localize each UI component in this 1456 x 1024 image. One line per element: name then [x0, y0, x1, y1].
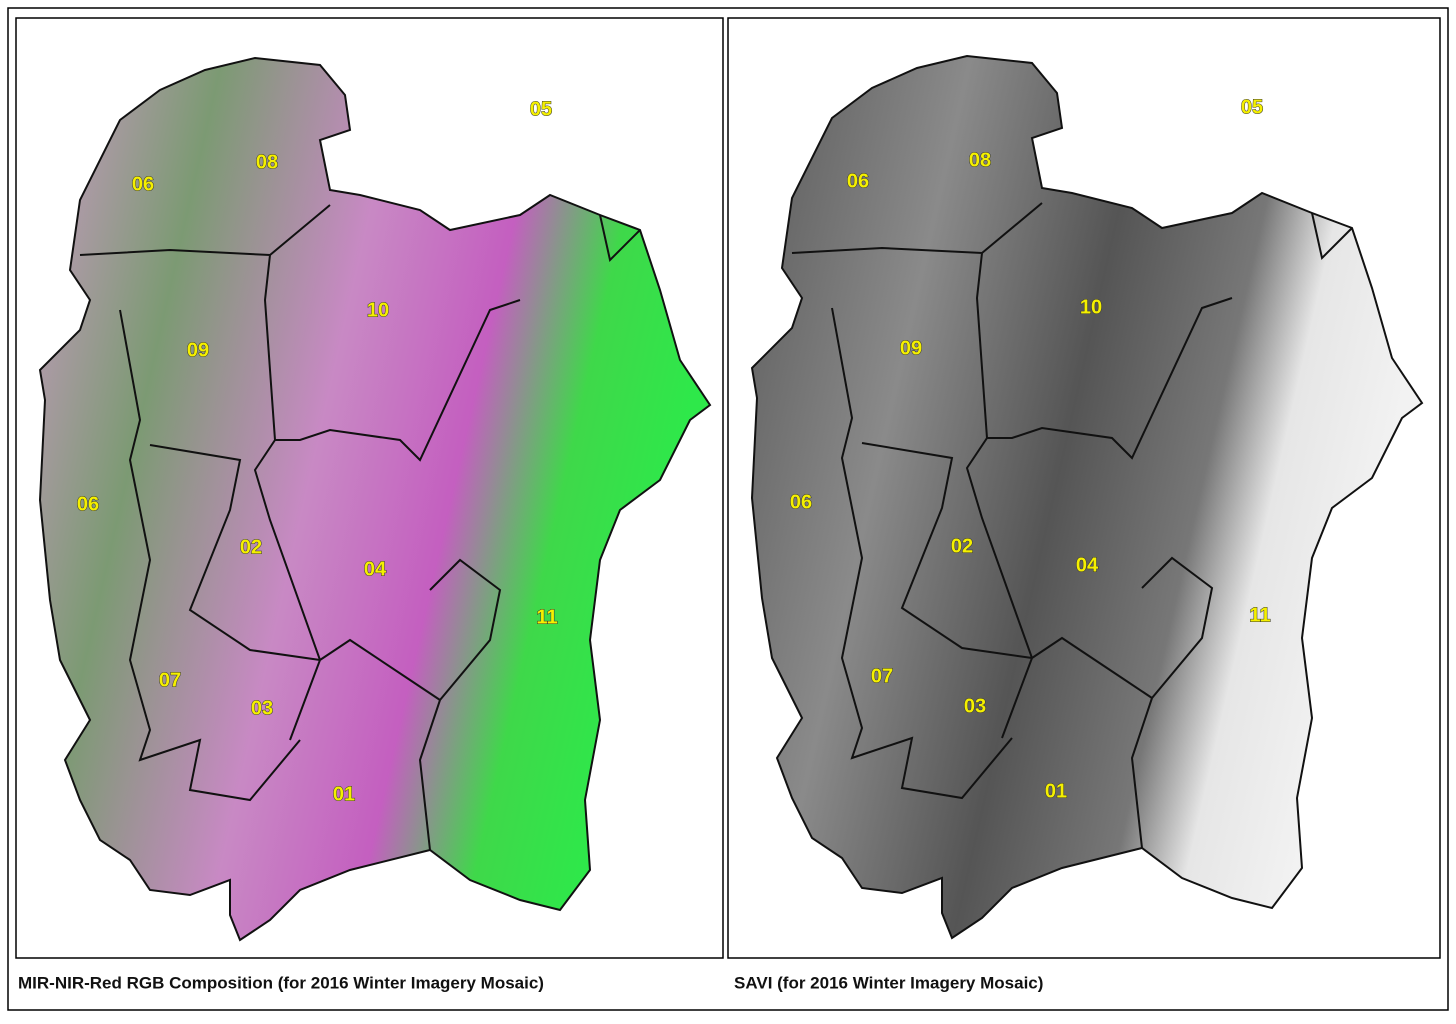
- region-label: 10: [1080, 296, 1102, 318]
- region-label: 07: [871, 665, 893, 687]
- region-label: 02: [951, 535, 973, 557]
- region-label: 05: [1241, 96, 1263, 118]
- region-label: 09: [900, 337, 922, 359]
- region-label: 05: [530, 98, 552, 120]
- region-label: 06: [847, 170, 869, 192]
- left-panel: [15, 17, 724, 959]
- region-label: 09: [187, 339, 209, 361]
- caption: SAVI (for 2016 Winter Imagery Mosaic): [734, 973, 1043, 992]
- region-label: 04: [1076, 554, 1099, 576]
- region-label: 03: [964, 695, 986, 717]
- region-label: 02: [240, 536, 262, 558]
- region-label: 06: [132, 173, 154, 195]
- region-label: 04: [364, 558, 387, 580]
- region-label: 06: [790, 491, 812, 513]
- region-label: 11: [1249, 604, 1270, 626]
- region-label: 07: [159, 669, 181, 691]
- region-label: 01: [1045, 780, 1067, 802]
- right-panel: [727, 17, 1441, 959]
- region-label: 08: [256, 151, 278, 173]
- region-label: 06: [77, 493, 99, 515]
- caption: MIR-NIR-Red RGB Composition (for 2016 Wi…: [18, 973, 544, 992]
- outer-border: [7, 7, 1449, 1011]
- region-label: 11: [536, 606, 557, 628]
- region-label: 01: [333, 783, 355, 805]
- region-label: 03: [251, 697, 273, 719]
- region-label: 10: [367, 299, 389, 321]
- region-label: 08: [969, 149, 991, 171]
